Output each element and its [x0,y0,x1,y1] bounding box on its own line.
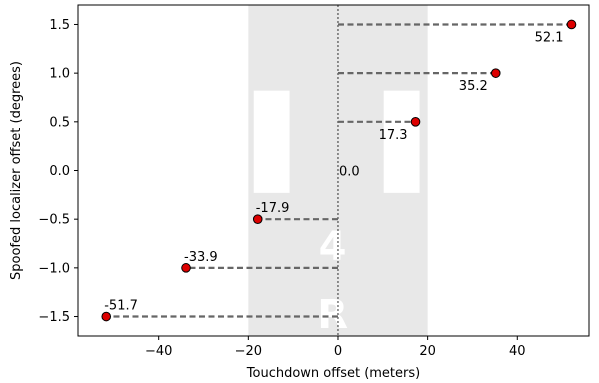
y-tick-label: 0.0 [49,164,70,179]
data-points [101,19,577,322]
y-tick-label: −1.0 [38,261,70,276]
data-point [490,68,501,78]
y-tick-label: −0.5 [38,213,70,228]
x-tick-label: −40 [145,344,172,359]
y-tick-label: −1.5 [38,310,70,325]
x-tick-label: −20 [235,344,262,359]
runway-marking-r: R [317,292,348,338]
data-point [410,117,421,127]
runway-bar-right [383,90,420,193]
x-axis-label: Touchdown offset (meters) [246,366,420,381]
data-point [181,263,191,273]
data-label: 17.3 [379,128,408,143]
data-labels: -51.7 -33.9 -17.9 0.0 17.3 35.2 52.1 [104,30,563,313]
data-label: -33.9 [184,250,218,265]
data-label: 35.2 [459,79,488,94]
y-tick-label: 1.5 [49,18,70,33]
x-axis-ticks: −40 −20 0 20 40 [145,336,526,359]
data-label: -51.7 [104,299,138,314]
y-tick-label: 1.0 [49,67,70,82]
y-axis-label: Spoofed localizer offset (degrees) [9,61,24,280]
x-tick-label: 20 [419,344,436,359]
data-label: -17.9 [256,201,290,216]
data-point [566,19,577,30]
x-tick-label: 0 [334,344,342,359]
runway-bar-left [253,90,290,193]
runway-marking-4: 4 [319,224,347,270]
x-tick-label: 40 [509,344,526,359]
data-label: 0.0 [339,165,360,180]
data-label: 52.1 [535,30,564,45]
data-point [252,214,263,224]
offset-lines [106,23,572,318]
data-point [101,311,112,322]
y-tick-label: 0.5 [49,115,70,130]
y-axis-ticks: −1.5 −1.0 −0.5 0.0 0.5 1.0 1.5 [38,18,78,325]
